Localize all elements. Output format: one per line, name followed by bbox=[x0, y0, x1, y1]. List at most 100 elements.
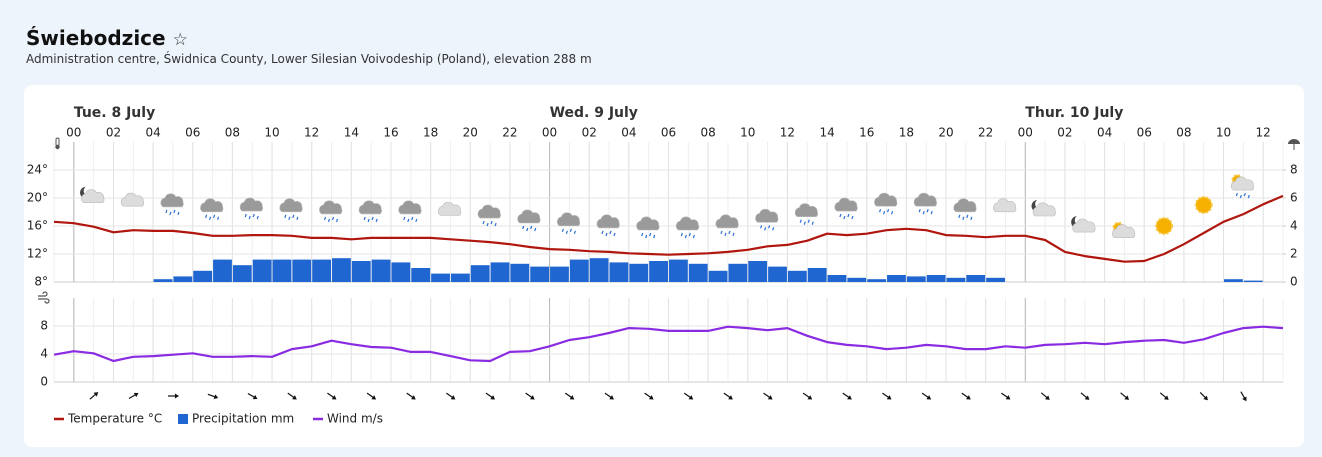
x-tick-label: 22 bbox=[502, 126, 517, 140]
rain-drop bbox=[165, 209, 168, 214]
wind-arrow bbox=[89, 392, 99, 400]
precip-bar bbox=[986, 277, 1005, 282]
weather-icon bbox=[913, 192, 937, 215]
cloud bbox=[1032, 202, 1056, 217]
cloud bbox=[556, 212, 581, 227]
rain-drop bbox=[292, 214, 295, 218]
weather-icon bbox=[477, 204, 501, 227]
cloud bbox=[239, 197, 263, 212]
day-label: Thur. 10 July bbox=[1025, 105, 1123, 121]
wind-arrow bbox=[882, 392, 892, 400]
rain-drop bbox=[1243, 192, 1246, 197]
precip-bar bbox=[490, 262, 510, 282]
weather-icon bbox=[438, 201, 462, 216]
rain-drop bbox=[839, 213, 842, 218]
precip-bar bbox=[688, 263, 708, 282]
y2-tick-label: 0 bbox=[1290, 275, 1298, 289]
cloud bbox=[1230, 176, 1255, 191]
legend-label: Wind m/s bbox=[327, 412, 383, 426]
precip-bar bbox=[391, 262, 411, 282]
weather-icon bbox=[239, 197, 263, 220]
rain-drop bbox=[882, 211, 886, 215]
wind-arrow-head bbox=[529, 395, 535, 400]
rain-drop bbox=[213, 214, 216, 218]
weather-icon bbox=[1112, 221, 1136, 238]
weather-icon bbox=[1230, 174, 1255, 199]
x-tick-label: 06 bbox=[185, 126, 200, 140]
wind-arrow bbox=[207, 393, 219, 400]
x-tick-label: 06 bbox=[661, 126, 676, 140]
weather-icon bbox=[794, 203, 818, 225]
wind-arrow-head bbox=[1124, 395, 1130, 400]
rain-drop bbox=[565, 230, 568, 234]
weather-icon bbox=[398, 200, 422, 223]
rain-drop bbox=[169, 211, 172, 216]
x-tick-label: 04 bbox=[621, 126, 636, 140]
weather-icon bbox=[279, 198, 303, 220]
wind-arrow-head bbox=[292, 395, 297, 400]
rain-drop bbox=[851, 215, 854, 220]
weather-icon bbox=[636, 216, 660, 239]
precip-bar bbox=[787, 270, 807, 282]
rain-drop bbox=[688, 232, 691, 237]
x-tick-label: 00 bbox=[1018, 126, 1033, 140]
x-tick-label: 16 bbox=[383, 126, 398, 140]
cloud bbox=[200, 198, 224, 213]
rain-drop bbox=[760, 225, 763, 229]
wind-arrow bbox=[842, 392, 852, 400]
wind-arrow bbox=[644, 392, 654, 400]
x-tick-label: 10 bbox=[264, 126, 279, 140]
wind-arrow bbox=[1001, 392, 1011, 400]
cloud bbox=[1072, 218, 1096, 233]
weather-icon bbox=[834, 197, 858, 220]
x-tick-label: 20 bbox=[938, 126, 953, 140]
wind-arrow-head bbox=[807, 395, 813, 400]
x-tick-label: 12 bbox=[1256, 126, 1271, 140]
x-tick-label: 12 bbox=[304, 126, 319, 140]
wind-arrow bbox=[167, 393, 179, 399]
x-tick-label: 22 bbox=[978, 126, 993, 140]
rain-drop bbox=[331, 216, 335, 221]
wind-arrow bbox=[921, 392, 932, 400]
cloud bbox=[477, 204, 501, 219]
cloud bbox=[160, 193, 184, 208]
rain-drop bbox=[177, 211, 180, 216]
weather-icon bbox=[319, 200, 343, 223]
x-tick-label: 12 bbox=[780, 126, 795, 140]
wind-arrow-head bbox=[174, 393, 179, 399]
wind-arrow-head bbox=[1084, 395, 1090, 400]
rain-drop bbox=[918, 209, 921, 213]
wind-arrow bbox=[247, 392, 258, 400]
favorite-star[interactable]: ☆ bbox=[172, 30, 188, 50]
wind-arrow-head bbox=[648, 395, 654, 400]
rain-drop bbox=[847, 213, 850, 218]
rain-drop bbox=[217, 216, 220, 220]
y-tick-label: 4 bbox=[40, 347, 48, 361]
x-tick-label: 18 bbox=[899, 126, 914, 140]
cloud bbox=[120, 192, 145, 207]
precip-bar bbox=[906, 276, 926, 282]
y2-tick-label: 2 bbox=[1290, 247, 1298, 261]
rain-drop bbox=[641, 232, 644, 237]
precip-bar bbox=[431, 273, 450, 282]
cloud bbox=[398, 200, 422, 215]
weather-icon bbox=[755, 208, 779, 231]
rain-drop bbox=[327, 218, 331, 223]
rain-drop bbox=[490, 220, 493, 225]
wind-arrow bbox=[802, 392, 813, 400]
weather-icon bbox=[1031, 200, 1056, 217]
wind-arrow bbox=[446, 392, 456, 400]
y-tick-label: 20° bbox=[27, 191, 48, 205]
rain-drop bbox=[522, 225, 525, 230]
rain-drop bbox=[772, 227, 775, 231]
x-tick-label: 08 bbox=[1176, 126, 1191, 140]
precip-bar bbox=[371, 259, 391, 282]
day-label: Wed. 9 July bbox=[550, 105, 638, 121]
wind-arrow-head bbox=[688, 395, 694, 400]
rain-drop bbox=[403, 216, 406, 221]
rain-drop bbox=[569, 228, 572, 232]
rain-drop bbox=[601, 230, 604, 235]
wind-arrow bbox=[1240, 391, 1247, 402]
weather-icon bbox=[874, 192, 898, 215]
precip-bar bbox=[569, 259, 589, 282]
